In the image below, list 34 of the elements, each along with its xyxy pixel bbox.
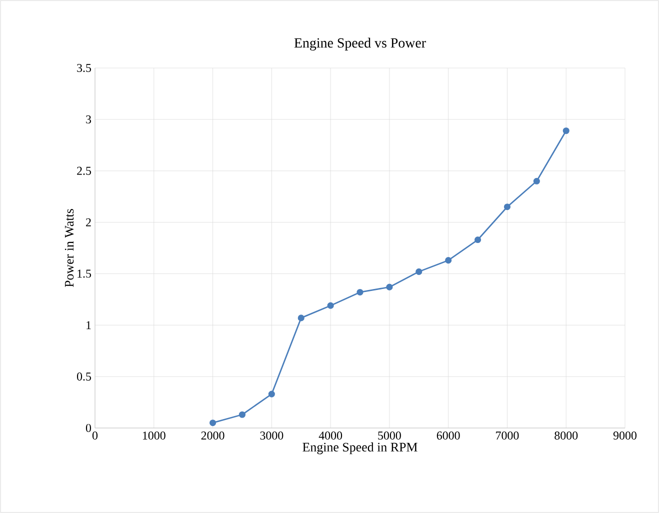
point: [562, 127, 570, 134]
x-tick-label: 1000: [142, 432, 166, 440]
x-tick-label: 3000: [260, 432, 284, 440]
chart-title: Engine Speed vs Power: [294, 38, 426, 51]
y-tick-label: 0.5: [76, 372, 92, 381]
x-tick-label: 0: [92, 432, 98, 440]
point: [445, 257, 452, 264]
point: [327, 302, 334, 309]
point: [533, 178, 540, 184]
point: [416, 268, 422, 275]
y-tick-label: 3: [86, 115, 92, 124]
x-tick-label: 4000: [318, 432, 342, 440]
x-axis-title: Engine Speed in RPM: [302, 442, 418, 454]
x-tick-label: 2000: [201, 432, 224, 440]
point: [209, 420, 216, 426]
point: [268, 390, 275, 398]
x-tick-label: 6000: [436, 432, 460, 440]
y-tick-label: 3.5: [77, 64, 92, 72]
point: [298, 314, 304, 322]
point: [504, 204, 511, 210]
y-tick-label: 1.5: [78, 270, 92, 278]
point: [386, 284, 393, 290]
y-tick-label: 1: [86, 321, 91, 330]
y-tick-label: 2.5: [77, 166, 92, 175]
x-tick-label: 9000: [613, 432, 636, 440]
y-tick-label: 0: [86, 424, 92, 432]
x-tick-label: 8000: [554, 432, 578, 440]
x-tick-label: 7000: [496, 432, 519, 440]
y-axis-title: Power in Watts: [64, 209, 74, 288]
y-tick-label: 2: [86, 218, 91, 226]
point: [474, 236, 482, 244]
point: [356, 288, 364, 296]
point: [238, 411, 246, 418]
x-tick-label: 5000: [378, 432, 401, 440]
